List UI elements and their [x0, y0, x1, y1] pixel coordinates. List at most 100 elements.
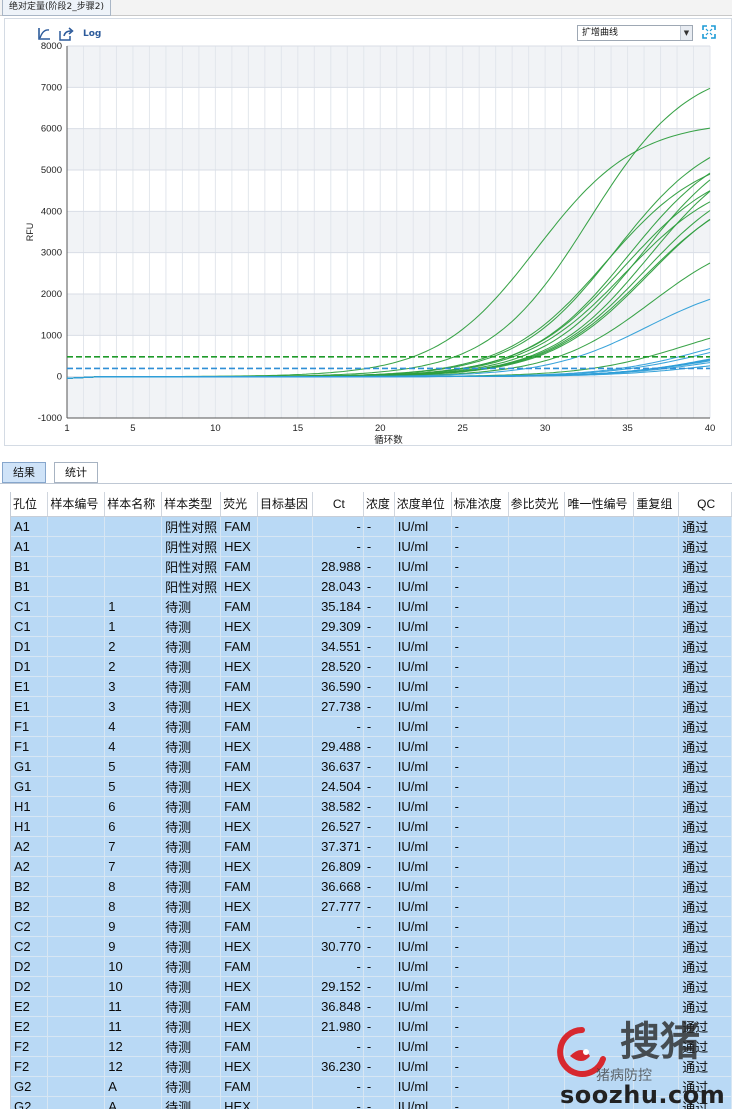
- table-cell: HEX: [220, 976, 259, 997]
- table-cell: 通过: [678, 636, 732, 657]
- table-row[interactable]: E1 3 待测 FAM 36.590- IU/ml - 通过: [11, 676, 732, 697]
- column-header[interactable]: QC: [678, 492, 732, 517]
- table-row[interactable]: G2 A 待测 FAM - - IU/ml - 通过: [11, 1076, 732, 1097]
- curve-type-select[interactable]: 扩增曲线 ▼: [577, 25, 693, 41]
- table-cell: E2: [11, 1016, 49, 1037]
- chevron-down-icon[interactable]: ▼: [680, 26, 692, 40]
- table-row[interactable]: A2 7 待测 HEX 26.809- IU/ml - 通过: [11, 856, 732, 877]
- table-row[interactable]: C1 1 待测 FAM 35.184- IU/ml - 通过: [11, 596, 732, 617]
- table-row[interactable]: A2 7 待测 FAM 37.371- IU/ml - 通过: [11, 836, 732, 857]
- table-cell: -: [363, 1076, 395, 1097]
- table-row[interactable]: B2 8 待测 HEX 27.777- IU/ml - 通过: [11, 896, 732, 917]
- table-row[interactable]: F2 12 待测 FAM - - IU/ml - 通过: [11, 1036, 732, 1057]
- table-cell: 7: [104, 836, 163, 857]
- table-cell: [508, 1076, 566, 1097]
- column-header[interactable]: 样本类型: [161, 492, 222, 517]
- column-header[interactable]: 浓度单位: [394, 492, 452, 517]
- table-cell: [257, 1036, 313, 1057]
- column-header[interactable]: 参比荧光: [508, 492, 566, 517]
- table-cell: [257, 896, 313, 917]
- column-header[interactable]: 目标基因: [257, 492, 313, 517]
- table-cell: C1: [11, 616, 49, 637]
- table-cell: -: [312, 1036, 364, 1057]
- table-cell: [633, 896, 680, 917]
- table-cell: -: [363, 776, 395, 797]
- table-row[interactable]: F2 12 待测 HEX 36.230- IU/ml - 通过: [11, 1056, 732, 1077]
- table-cell: [508, 536, 566, 557]
- table-row[interactable]: F1 4 待测 HEX 29.488- IU/ml - 通过: [11, 736, 732, 757]
- table-row[interactable]: G2 A 待测 HEX - - IU/ml - 通过: [11, 1096, 732, 1109]
- table-row[interactable]: B1 阳性对照 HEX 28.043- IU/ml - 通过: [11, 576, 732, 597]
- table-row[interactable]: C2 9 待测 FAM - - IU/ml - 通过: [11, 916, 732, 937]
- table-cell: [508, 836, 566, 857]
- table-cell: -: [363, 536, 395, 557]
- table-cell: 通过: [678, 1016, 732, 1037]
- column-header[interactable]: 浓度: [363, 492, 395, 517]
- column-header[interactable]: 重复组: [633, 492, 680, 517]
- export-icon[interactable]: [59, 27, 74, 45]
- table-cell: [633, 976, 680, 997]
- column-header[interactable]: 唯一性编号: [564, 492, 635, 517]
- table-cell: FAM: [220, 1036, 259, 1057]
- column-header[interactable]: 荧光: [220, 492, 259, 517]
- table-cell: [564, 716, 635, 737]
- table-row[interactable]: E2 11 待测 FAM 36.848- IU/ml - 通过: [11, 996, 732, 1017]
- table-cell: [47, 656, 106, 677]
- expand-icon[interactable]: [702, 25, 716, 43]
- table-row[interactable]: D1 2 待测 FAM 34.551- IU/ml - 通过: [11, 636, 732, 657]
- table-cell: [564, 856, 635, 877]
- table-row[interactable]: A1 阴性对照 HEX - - IU/ml - 通过: [11, 536, 732, 557]
- table-cell: 待测: [161, 776, 222, 797]
- table-cell: 37.371: [312, 836, 364, 857]
- tab-statistics[interactable]: 统计: [54, 462, 98, 483]
- table-row[interactable]: H1 6 待测 HEX 26.527- IU/ml - 通过: [11, 816, 732, 837]
- plot-band: [67, 46, 710, 88]
- table-cell: 通过: [678, 1076, 732, 1097]
- table-cell: 29.309: [312, 616, 364, 637]
- table-cell: 27.777: [312, 896, 364, 917]
- table-cell: HEX: [220, 576, 259, 597]
- table-row[interactable]: D2 10 待测 FAM - - IU/ml - 通过: [11, 956, 732, 977]
- table-row[interactable]: G1 5 待测 HEX 24.504- IU/ml - 通过: [11, 776, 732, 797]
- column-header[interactable]: Ct: [312, 492, 364, 517]
- table-row[interactable]: H1 6 待测 FAM 38.582- IU/ml - 通过: [11, 796, 732, 817]
- linear-scale-icon[interactable]: [37, 27, 51, 45]
- x-tick-label: 1: [64, 423, 69, 434]
- results-table-container[interactable]: 孔位 样本编号 样本名称 样本类型 荧光 目标基因 Ct 浓度 浓度单位 标准浓度 参比荧光 唯一性编…: [10, 492, 732, 1109]
- table-cell: [564, 596, 635, 617]
- table-cell: FAM: [220, 876, 259, 897]
- table-cell: [47, 636, 106, 657]
- table-cell: 4: [104, 736, 163, 757]
- column-header[interactable]: 孔位: [11, 492, 49, 517]
- table-cell: [47, 1076, 106, 1097]
- table-cell: -: [451, 776, 509, 797]
- table-cell: [47, 596, 106, 617]
- table-cell: [257, 556, 313, 577]
- table-cell: [508, 996, 566, 1017]
- tab-results[interactable]: 结果: [2, 462, 46, 483]
- table-row[interactable]: D1 2 待测 HEX 28.520- IU/ml - 通过: [11, 656, 732, 677]
- table-row[interactable]: C2 9 待测 HEX 30.770- IU/ml - 通过: [11, 936, 732, 957]
- column-header[interactable]: 样本名称: [104, 492, 163, 517]
- table-row[interactable]: A1 阴性对照 FAM - - IU/ml - 通过: [11, 516, 732, 537]
- table-cell: G2: [11, 1076, 49, 1097]
- table-row[interactable]: F1 4 待测 FAM - - IU/ml - 通过: [11, 716, 732, 737]
- table-row[interactable]: E1 3 待测 HEX 27.738- IU/ml - 通过: [11, 696, 732, 717]
- table-cell: IU/ml: [394, 636, 452, 657]
- table-cell: 9: [104, 936, 163, 957]
- table-row[interactable]: B2 8 待测 FAM 36.668- IU/ml - 通过: [11, 876, 732, 897]
- table-row[interactable]: C1 1 待测 HEX 29.309- IU/ml - 通过: [11, 616, 732, 637]
- table-cell: [47, 776, 106, 797]
- x-tick-label: 30: [540, 423, 551, 434]
- table-cell: FAM: [220, 676, 259, 697]
- table-row[interactable]: B1 阳性对照 FAM 28.988- IU/ml - 通过: [11, 556, 732, 577]
- table-cell: H1: [11, 816, 49, 837]
- log-scale-toggle[interactable]: Log: [83, 29, 102, 39]
- document-tab[interactable]: 绝对定量(阶段2_步骤2): [2, 0, 111, 16]
- table-row[interactable]: G1 5 待测 FAM 36.637- IU/ml - 通过: [11, 756, 732, 777]
- table-cell: [564, 576, 635, 597]
- column-header[interactable]: 标准浓度: [451, 492, 509, 517]
- table-row[interactable]: D2 10 待测 HEX 29.152- IU/ml - 通过: [11, 976, 732, 997]
- column-header[interactable]: 样本编号: [47, 492, 106, 517]
